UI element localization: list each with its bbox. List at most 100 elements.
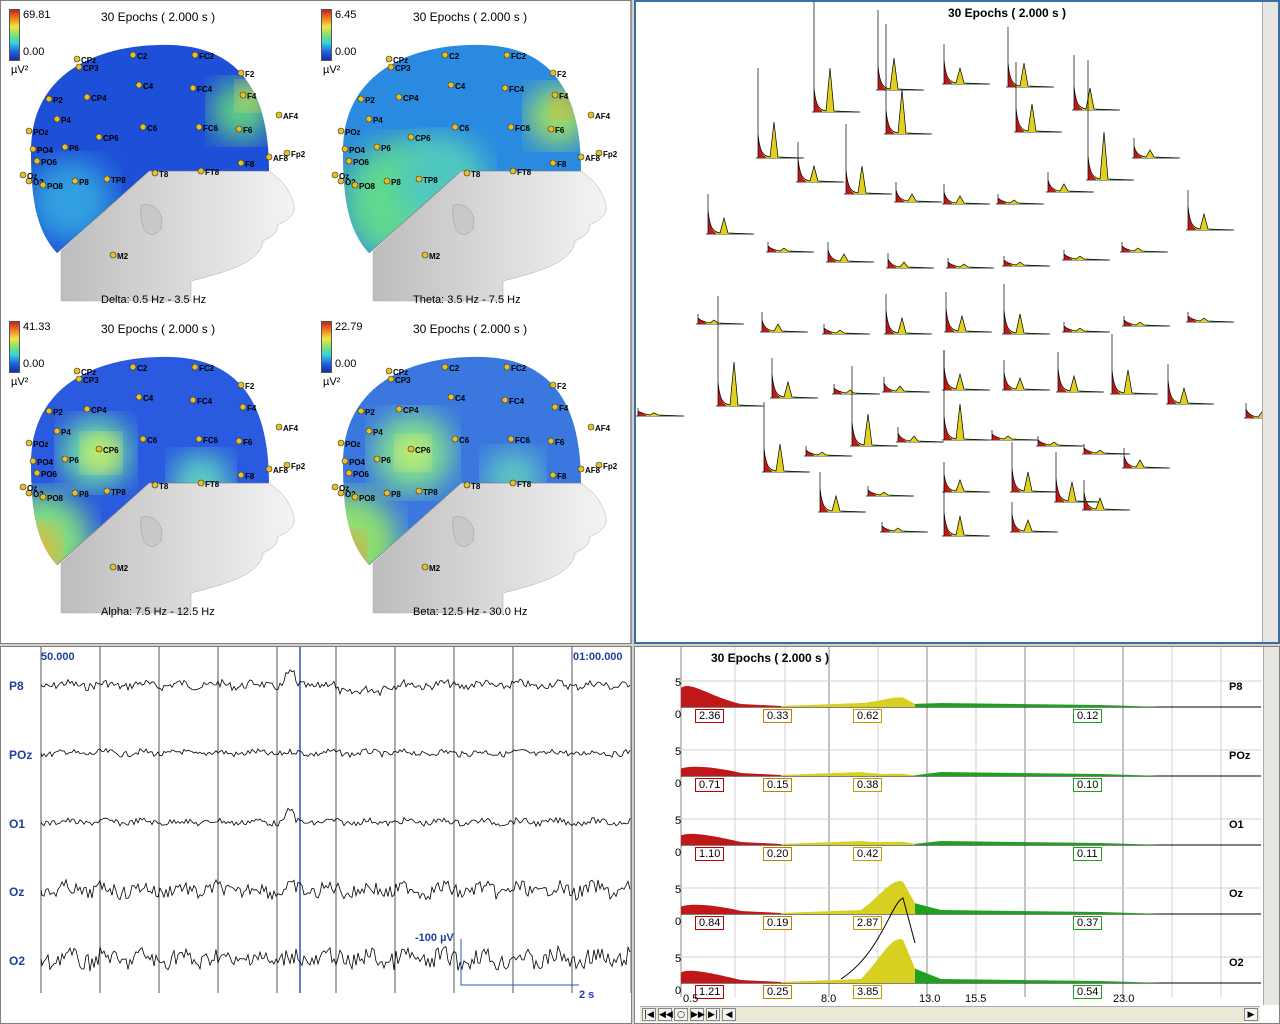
svg-text:TP8: TP8 [423, 176, 438, 185]
svg-text:FC6: FC6 [515, 124, 531, 133]
band-label: Alpha: 7.5 Hz - 12.5 Hz [101, 606, 215, 618]
svg-text:P8: P8 [79, 178, 89, 187]
colorbar-unit: µV² [323, 376, 341, 388]
band-power-value: 0.10 [1073, 778, 1103, 792]
mini-spectrum [1010, 442, 1058, 493]
svg-text:F8: F8 [245, 472, 255, 481]
svg-text:F4: F4 [559, 404, 569, 413]
electrode-T8: T8 [151, 169, 169, 179]
mini-spectrum [636, 408, 684, 417]
svg-text:FC6: FC6 [515, 436, 531, 445]
svg-text:P2: P2 [53, 96, 63, 105]
svg-text:C4: C4 [455, 394, 466, 403]
band-power-value: 0.84 [695, 916, 725, 930]
nav-button[interactable]: ◀ [722, 1008, 736, 1021]
mini-spectrum [990, 430, 1038, 441]
electrode-F2: F2 [549, 69, 567, 79]
delta-area [681, 833, 781, 845]
electrode-Fp2: Fp2 [595, 149, 618, 159]
svg-text:Oz: Oz [27, 484, 37, 493]
svg-text:TP8: TP8 [111, 488, 126, 497]
electrode-FC4: FC4 [189, 396, 213, 406]
band-power-value: 0.71 [695, 778, 725, 792]
electrode-PO6: PO6 [33, 157, 58, 167]
svg-text:PO8: PO8 [47, 182, 64, 191]
mini-spectrum [844, 124, 892, 195]
nav-button[interactable]: ▶ [1244, 1008, 1258, 1021]
electrode-TP8: TP8 [415, 175, 438, 185]
topomap-title: 30 Epochs ( 2.000 s ) [101, 322, 216, 336]
svg-text:P6: P6 [381, 456, 391, 465]
mini-spectrum [884, 24, 932, 135]
electrode-PO6: PO6 [345, 157, 370, 167]
svg-text:P8: P8 [79, 490, 89, 499]
svg-text:P8: P8 [391, 490, 401, 499]
electrode-CP4: CP4 [395, 405, 419, 415]
svg-text:FC2: FC2 [199, 364, 215, 373]
channel-label: O2 [1229, 957, 1244, 969]
svg-text:P4: P4 [373, 116, 383, 125]
electrode-POz: POz [337, 127, 361, 137]
electrode-C6: C6 [451, 435, 470, 445]
electrode-T8: T8 [463, 169, 481, 179]
svg-text:CP6: CP6 [415, 446, 431, 455]
eeg-trace [40, 747, 631, 759]
band-power-value: 0.38 [853, 778, 883, 792]
mini-spectrum [944, 292, 992, 333]
electrode-F8: F8 [237, 471, 255, 481]
channel-label: POz [1229, 750, 1251, 762]
electrode-C4: C4 [135, 81, 154, 91]
svg-text:C6: C6 [459, 436, 470, 445]
svg-text:PO8: PO8 [47, 494, 64, 503]
electrode-PO4: PO4 [29, 457, 54, 467]
nav-button[interactable]: ◀◀ [658, 1008, 673, 1021]
electrode-F4: F4 [239, 91, 257, 101]
electrode-AF4: AF4 [275, 423, 299, 433]
vertical-scrollbar[interactable] [1262, 2, 1278, 642]
electrode-C4: C4 [135, 393, 154, 403]
svg-text:POz: POz [345, 440, 361, 449]
electrode-CP6: CP6 [407, 133, 431, 143]
mini-spectrum [766, 242, 814, 253]
electrode-PO6: PO6 [33, 469, 58, 479]
mini-spectrum [818, 472, 866, 513]
topomap-0: CPz CP3 C2 FC2 F2 P2 CP4 C4 FC4 F4 AF4 POz P4 CP6 C6 FC… [1, 1, 313, 313]
svg-text:CP4: CP4 [91, 406, 107, 415]
nav-button[interactable]: |◀ [642, 1008, 656, 1021]
eeg-trace [40, 669, 631, 697]
mini-spectrum [716, 296, 764, 407]
mini-spectrum [884, 294, 932, 335]
nav-button[interactable]: ○ [674, 1008, 688, 1021]
mini-spectrum [1110, 334, 1158, 395]
electrode-O2: O2 [25, 177, 44, 187]
mini-spectrum [1036, 436, 1084, 447]
mini-spectrum [1186, 312, 1234, 323]
colorbar [321, 9, 332, 61]
svg-text:O2: O2 [345, 490, 356, 499]
colorbar-max: 22.79 [335, 321, 363, 333]
svg-text:F8: F8 [245, 160, 255, 169]
svg-text:CP3: CP3 [395, 64, 411, 73]
mini-spectrum [942, 486, 990, 537]
eeg-trace-plot[interactable] [1, 647, 632, 1023]
mini-spectrum [1002, 360, 1050, 391]
y-tick: 5 [675, 815, 682, 827]
mini-spectrum [1062, 322, 1110, 333]
nav-button[interactable]: ▶| [706, 1008, 720, 1021]
mini-spectrum [996, 194, 1044, 205]
svg-text:CP4: CP4 [403, 94, 419, 103]
svg-text:CP3: CP3 [83, 64, 99, 73]
colorbar-min: 0.00 [23, 358, 45, 370]
colorbar-max: 41.33 [23, 321, 51, 333]
electrode-P6: P6 [373, 143, 391, 153]
topomap-title: 30 Epochs ( 2.000 s ) [101, 10, 216, 24]
electrode-M2: M2 [109, 251, 129, 261]
electrode-O2: O2 [25, 489, 44, 499]
mini-spectrum [1054, 452, 1102, 503]
vertical-scrollbar[interactable] [1263, 647, 1279, 1005]
electrode-F6: F6 [235, 437, 253, 447]
nav-button[interactable]: ▶▶ [690, 1008, 705, 1021]
svg-text:Oz: Oz [339, 484, 349, 493]
eeg-channel-label: Oz [9, 885, 25, 899]
svg-text:PO4: PO4 [349, 458, 366, 467]
